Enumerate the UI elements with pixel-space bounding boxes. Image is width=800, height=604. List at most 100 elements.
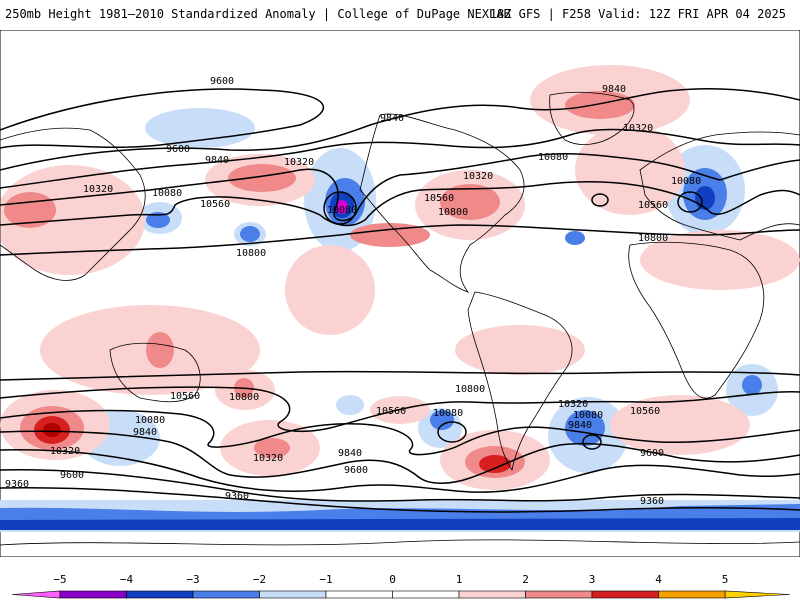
contour-label: 10800	[229, 392, 259, 403]
contour-line	[0, 449, 800, 493]
anomaly-neg-patch	[336, 200, 348, 214]
contour-label: 9600	[210, 76, 234, 87]
anomaly-neg-patch	[146, 212, 170, 228]
asia-outline	[0, 127, 146, 281]
anomaly-neg-patch	[336, 395, 364, 415]
contour-line	[0, 88, 324, 149]
anomaly-pos-patch	[43, 423, 61, 437]
contour-label: 9360	[5, 479, 29, 490]
closed-low-contour	[582, 434, 602, 450]
colorbar-tick-label: 1	[456, 573, 463, 586]
contour-label: 10080	[327, 205, 357, 216]
contour-label: 10320	[83, 184, 113, 195]
colorbar-segment	[525, 590, 593, 599]
contour-label: 9840	[568, 420, 592, 431]
colorbar-tick-label: −1	[319, 573, 332, 586]
anomaly-pos-patch	[350, 223, 430, 247]
anomaly-neg-patch	[565, 410, 605, 446]
contour-label: 10320	[558, 399, 588, 410]
contour-label: 9360	[640, 496, 664, 507]
anomaly-neg-patch	[695, 186, 715, 210]
colorbar-tick-label: 5	[722, 573, 729, 586]
colorbar-tick-label: −4	[120, 573, 134, 586]
contour-label: 10320	[284, 157, 314, 168]
colorbar-tick-label: 3	[589, 573, 596, 586]
model-valid-time: 18Z GFS | F258 Valid: 12Z FRI APR 04 202…	[489, 7, 786, 21]
colorbar-tick-label: −5	[53, 573, 66, 586]
contour-line	[0, 469, 800, 502]
contour-label: 10080	[538, 152, 568, 163]
colorbar-tick-labels: −5 −4 −3 −2 −1 0 1 2 3 4 5	[53, 573, 728, 586]
contour-label: 9600	[166, 144, 190, 155]
closed-low-contour	[437, 421, 467, 443]
contour-line	[0, 128, 800, 189]
contour-label: 10080	[573, 410, 603, 421]
contour-label: 9840	[380, 113, 404, 124]
contour-labels: 9600 9840 10320 9600 9840 10320 10080 10…	[5, 76, 701, 507]
africa-outline	[628, 241, 764, 399]
contour-label: 10080	[433, 408, 463, 419]
contour-line	[0, 224, 800, 256]
anomaly-neg-patch	[145, 108, 255, 148]
contour-label: 10800	[438, 207, 468, 218]
contour-label: 10560	[630, 406, 660, 417]
colorbar-tick-label: −3	[186, 573, 199, 586]
australia-outline	[109, 342, 201, 403]
closed-low-contour	[323, 191, 357, 225]
contour-label: 10560	[170, 391, 200, 402]
contour-line	[0, 487, 800, 513]
europe-outline	[639, 131, 800, 241]
colorbar-segment	[192, 590, 260, 599]
anomaly-pos-patch	[640, 230, 800, 290]
contour-label: 10320	[463, 171, 493, 182]
anomaly-map: 9600 9840 10320 9600 9840 10320 10080 10…	[0, 30, 800, 557]
contour-label: 10320	[253, 453, 283, 464]
contour-label: 10800	[638, 233, 668, 244]
closed-low-contour	[677, 191, 703, 213]
anomaly-neg-patch	[742, 375, 762, 395]
contour-label: 10560	[424, 193, 454, 204]
contour-label: 9840	[338, 448, 362, 459]
contour-label: 9600	[640, 448, 664, 459]
contour-line	[0, 430, 800, 484]
contour-line	[0, 409, 800, 456]
anomaly-pos-patch	[479, 455, 511, 473]
contour-line	[0, 180, 800, 227]
antarctica-outline	[0, 539, 800, 546]
anomaly-pos-patch	[146, 332, 174, 368]
contour-label: 9360	[225, 491, 249, 502]
contour-label: 9840	[205, 155, 229, 166]
contour-line	[0, 370, 800, 381]
contour-label: 9840	[133, 427, 157, 438]
header-bar: 250mb Height 1981–2010 Standardized Anom…	[0, 0, 800, 30]
colorbar-segment	[658, 590, 726, 599]
contour-label: 9840	[602, 84, 626, 95]
coastlines	[0, 91, 800, 546]
colorbar-max-extension	[724, 590, 791, 599]
contour-label: 10800	[455, 384, 485, 395]
colorbar-segment	[259, 590, 327, 599]
contour-label: 10800	[236, 248, 266, 259]
anomaly-neg-patch	[240, 226, 260, 242]
anomaly-neg3-band	[0, 518, 800, 530]
contour-label: 9600	[60, 470, 84, 481]
colorbar-tick-label: 4	[655, 573, 662, 586]
anomaly-pos-patch	[228, 164, 296, 192]
colorbar-segment	[126, 590, 194, 599]
colorbar-segment	[392, 590, 460, 599]
colorbar-segment	[59, 590, 127, 599]
colorbar-tick-label: −2	[253, 573, 266, 586]
contour-label: 9600	[344, 465, 368, 476]
colorbar-body	[11, 590, 791, 599]
closed-low-contour	[591, 193, 609, 207]
contour-line	[0, 153, 800, 222]
anomaly-neg-patch	[565, 231, 585, 245]
anomaly-pos-patch	[440, 184, 500, 220]
colorbar-tick-label: 2	[522, 573, 529, 586]
anomaly-pos-patch	[285, 245, 375, 335]
colorbar: −5 −4 −3 −2 −1 0 1 2 3 4 5	[0, 568, 800, 600]
colorbar-segment	[458, 590, 526, 599]
contour-label: 10320	[50, 446, 80, 457]
greenland-outline	[549, 91, 635, 145]
contour-label: 10320	[623, 123, 653, 134]
